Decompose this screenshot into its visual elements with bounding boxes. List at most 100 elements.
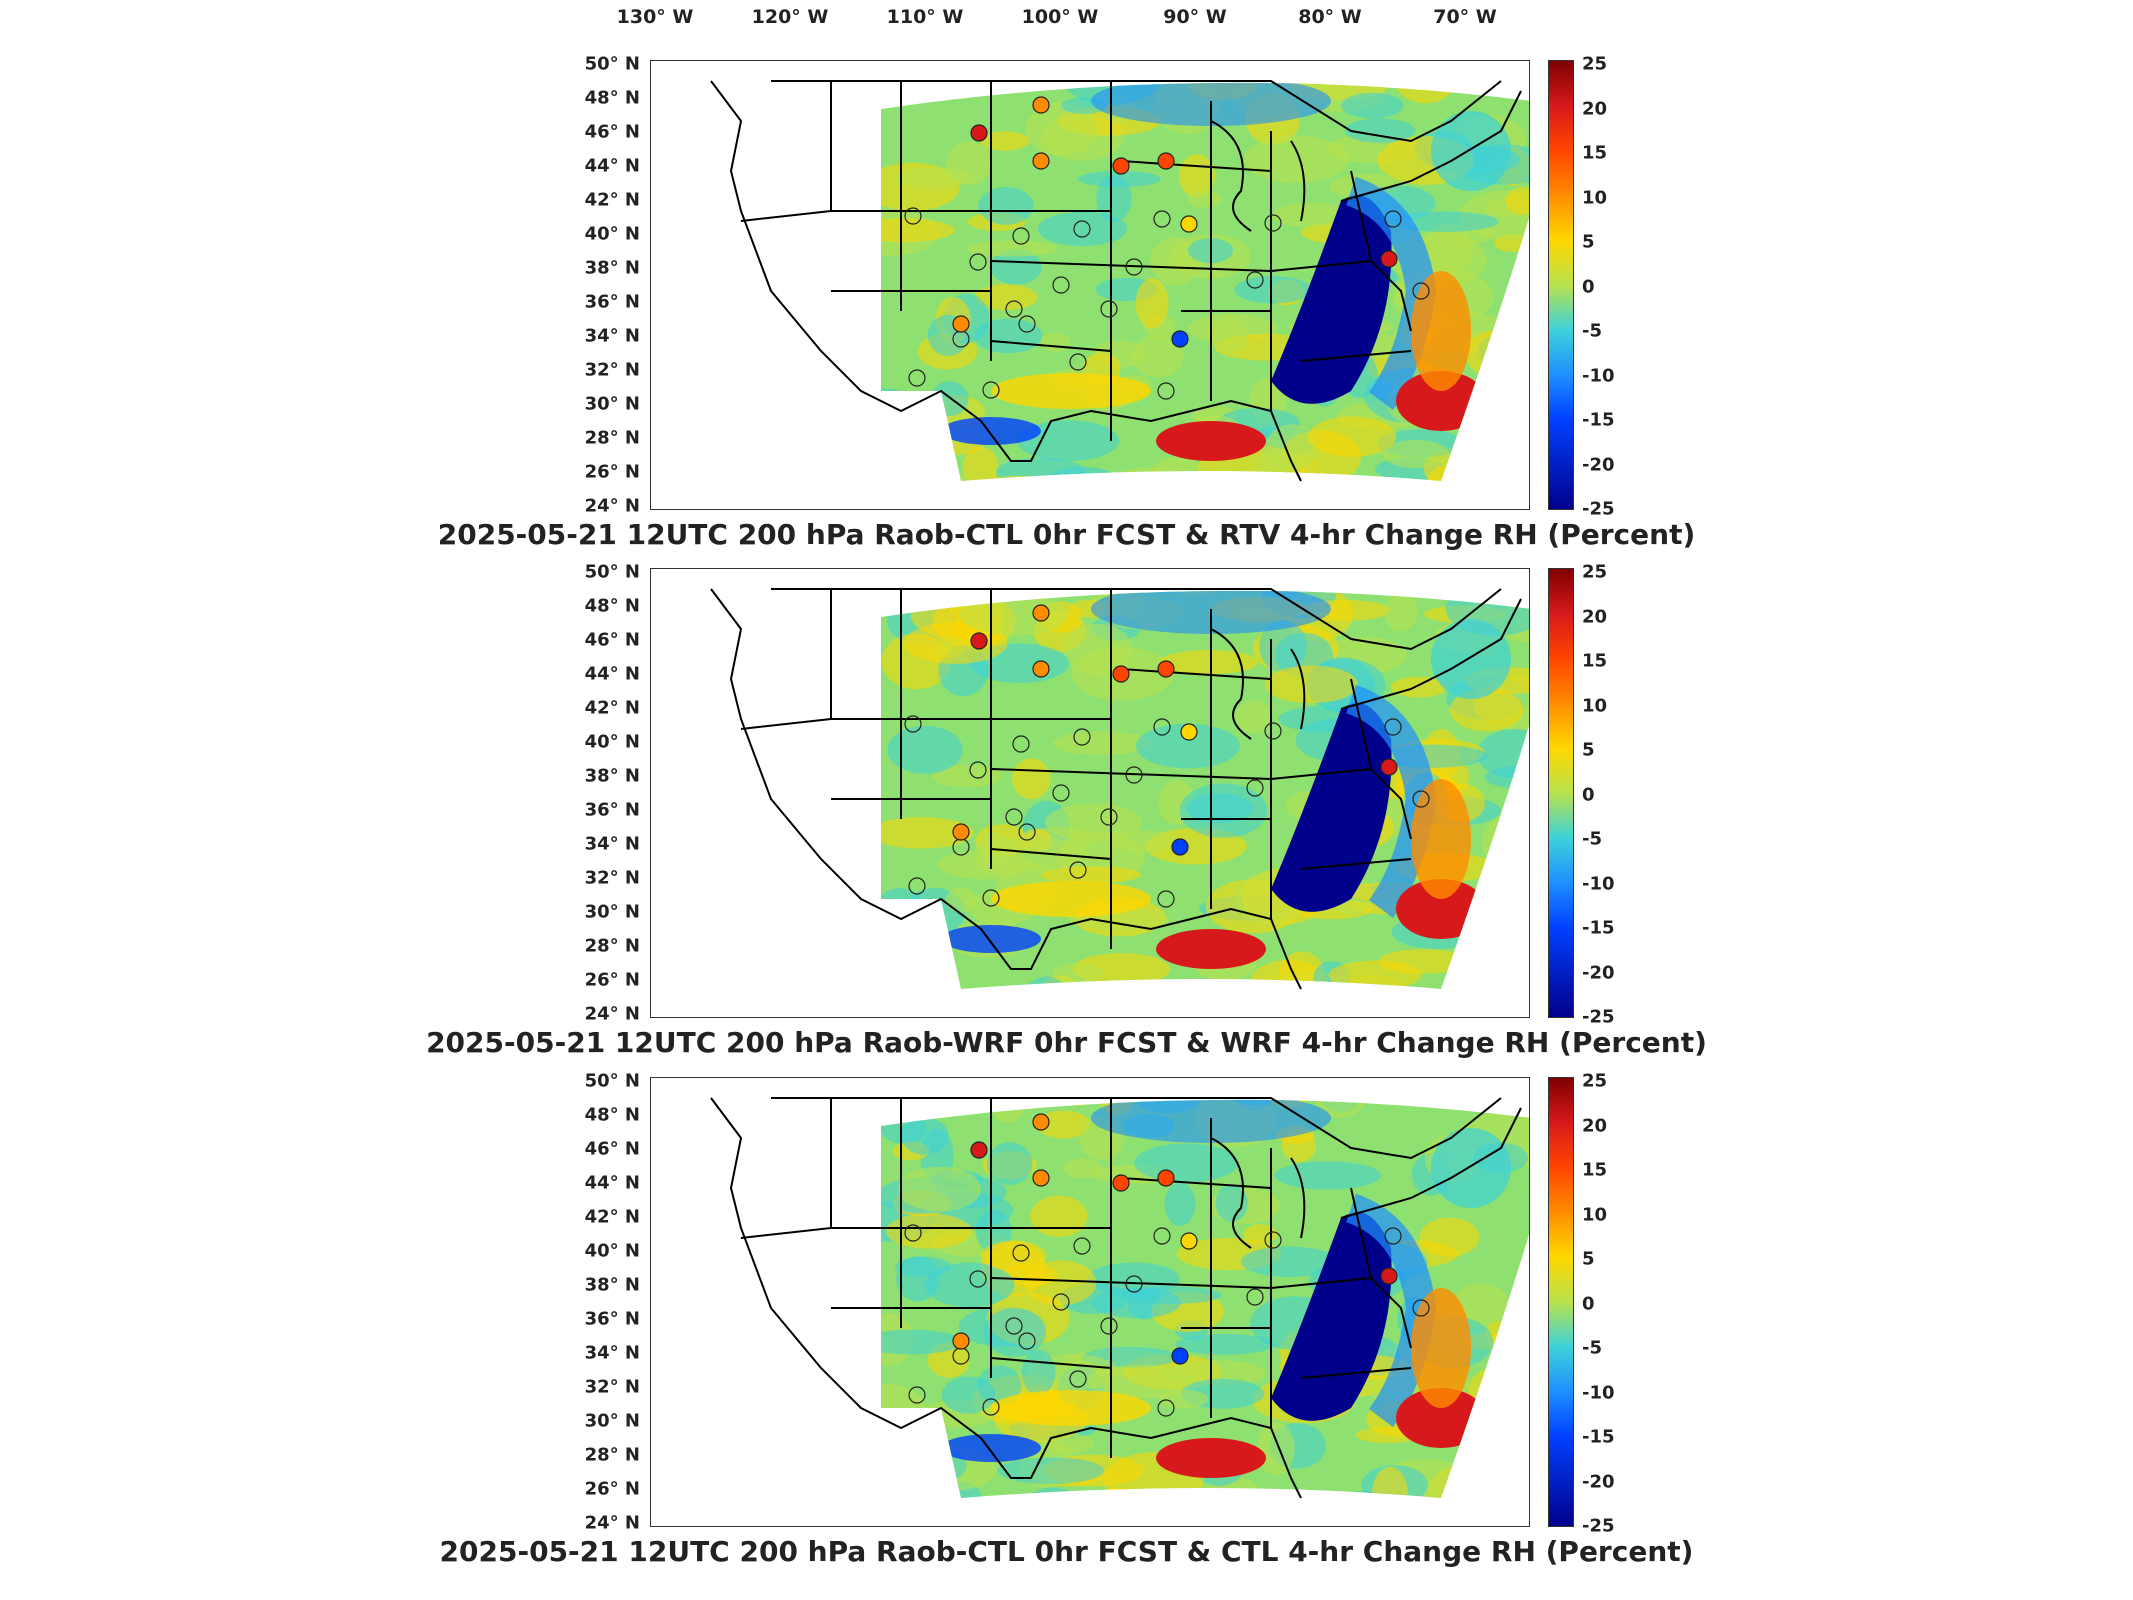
latitude-label: 32° N: [584, 359, 640, 381]
latitude-label: 44° N: [584, 1172, 640, 1194]
raob-station-marker: [1052, 1293, 1070, 1311]
latitude-label: 32° N: [584, 1376, 640, 1398]
colorbar-tick: 5: [1582, 231, 1595, 253]
raob-station-marker: [1380, 250, 1398, 268]
latitude-label: 26° N: [584, 969, 640, 991]
model-domain-field: [881, 82, 1529, 482]
colorbar-tick: -5: [1582, 320, 1602, 342]
longitude-label: 100° W: [1021, 6, 1099, 28]
raob-station-marker: [1018, 315, 1036, 333]
raob-station-marker: [1018, 823, 1036, 841]
raob-station-marker: [1412, 1299, 1430, 1317]
raob-station-marker: [1032, 152, 1050, 170]
colorbar: [1548, 60, 1574, 510]
colorbar-tick: 15: [1582, 1159, 1608, 1181]
colorbar-tick: 10: [1582, 1204, 1608, 1225]
raob-station-marker: [1384, 210, 1402, 228]
latitude-label: 28° N: [584, 935, 640, 957]
longitude-label: 120° W: [751, 6, 829, 28]
raob-station-marker: [1157, 890, 1175, 908]
latitude-label: 38° N: [584, 765, 640, 787]
raob-station-marker: [904, 715, 922, 733]
raob-station-marker: [1125, 1275, 1143, 1293]
raob-station-marker: [969, 1270, 987, 1288]
raob-station-marker: [1032, 1169, 1050, 1187]
raob-station-marker: [1005, 808, 1023, 826]
raob-station-marker: [1157, 1169, 1175, 1187]
raob-station-marker: [1264, 722, 1282, 740]
raob-station-marker: [1005, 1317, 1023, 1335]
colorbar-tick: 10: [1582, 187, 1608, 208]
colorbar-tick: -20: [1582, 454, 1615, 475]
colorbar-tick: 5: [1582, 739, 1595, 761]
latitude-label: 38° N: [584, 257, 640, 279]
latitude-label: 38° N: [584, 1274, 640, 1296]
raob-station-marker: [952, 315, 970, 333]
latitude-label: 50° N: [584, 53, 640, 75]
colorbar-tick: -10: [1582, 873, 1615, 894]
raob-station-marker: [1112, 665, 1130, 683]
raob-station-marker: [1246, 271, 1264, 289]
raob-station-marker: [1052, 276, 1070, 294]
colorbar-tick: -15: [1582, 409, 1615, 431]
raob-station-marker: [1069, 1370, 1087, 1388]
raob-station-marker: [1171, 838, 1189, 856]
latitude-label: 24° N: [584, 1512, 640, 1534]
colorbar-tick: 10: [1582, 695, 1608, 716]
latitude-label: 30° N: [584, 901, 640, 923]
raob-station-marker: [1171, 1347, 1189, 1365]
raob-station-marker: [1153, 718, 1171, 736]
raob-station-marker: [1032, 96, 1050, 114]
raob-station-marker: [1052, 784, 1070, 802]
raob-station-marker: [970, 632, 988, 650]
raob-station-marker: [904, 1224, 922, 1242]
colorbar-tick: -5: [1582, 1337, 1602, 1359]
colorbar-tick: 20: [1582, 606, 1608, 627]
raob-station-marker: [1012, 735, 1030, 753]
state-boundaries: [710, 588, 1522, 990]
raob-station-marker: [1180, 723, 1198, 741]
longitude-label: 130° W: [616, 6, 694, 28]
panel-title: 2025-05-21 12UTC 200 hPa Raob-CTL 0hr FC…: [439, 1535, 1694, 1568]
latitude-label: 30° N: [584, 1410, 640, 1432]
raob-station-marker: [1012, 1244, 1030, 1262]
raob-station-marker: [1157, 382, 1175, 400]
latitude-label: 28° N: [584, 427, 640, 449]
latitude-label: 42° N: [584, 1206, 640, 1228]
raob-station-marker: [1157, 152, 1175, 170]
raob-station-marker: [1100, 808, 1118, 826]
raob-station-marker: [1069, 861, 1087, 879]
latitude-label: 44° N: [584, 155, 640, 177]
colorbar-tick: -25: [1582, 498, 1615, 520]
latitude-label: 46° N: [584, 629, 640, 651]
latitude-label: 24° N: [584, 1003, 640, 1025]
raob-station-marker: [1032, 1113, 1050, 1131]
raob-station-marker: [1100, 1317, 1118, 1335]
latitude-label: 36° N: [584, 799, 640, 821]
latitude-label: 32° N: [584, 867, 640, 889]
latitude-label: 42° N: [584, 697, 640, 719]
raob-station-marker: [1171, 330, 1189, 348]
colorbar-tick: 15: [1582, 142, 1608, 164]
raob-station-marker: [1069, 353, 1087, 371]
colorbar: [1548, 568, 1574, 1018]
raob-station-marker: [1032, 660, 1050, 678]
raob-station-marker: [1246, 779, 1264, 797]
raob-station-marker: [1380, 1267, 1398, 1285]
map-panel-1: 50° N 48° N 46° N 44° N 42° N 40° N 38° N 36° N…: [0, 54, 2133, 565]
latitude-label: 30° N: [584, 393, 640, 415]
raob-station-marker: [1412, 790, 1430, 808]
raob-station-marker: [908, 369, 926, 387]
raob-station-marker: [1005, 300, 1023, 318]
raob-station-marker: [1264, 1231, 1282, 1249]
latitude-label: 34° N: [584, 1342, 640, 1364]
longitude-label: 110° W: [886, 6, 964, 28]
latitude-label: 26° N: [584, 461, 640, 483]
colorbar-tick: -5: [1582, 828, 1602, 850]
latitude-label: 34° N: [584, 833, 640, 855]
colorbar-tick: -10: [1582, 365, 1615, 386]
latitude-label: 48° N: [584, 87, 640, 109]
colorbar-tick: 0: [1582, 784, 1595, 805]
raob-station-marker: [1384, 1227, 1402, 1245]
longitude-label: 80° W: [1298, 6, 1362, 28]
